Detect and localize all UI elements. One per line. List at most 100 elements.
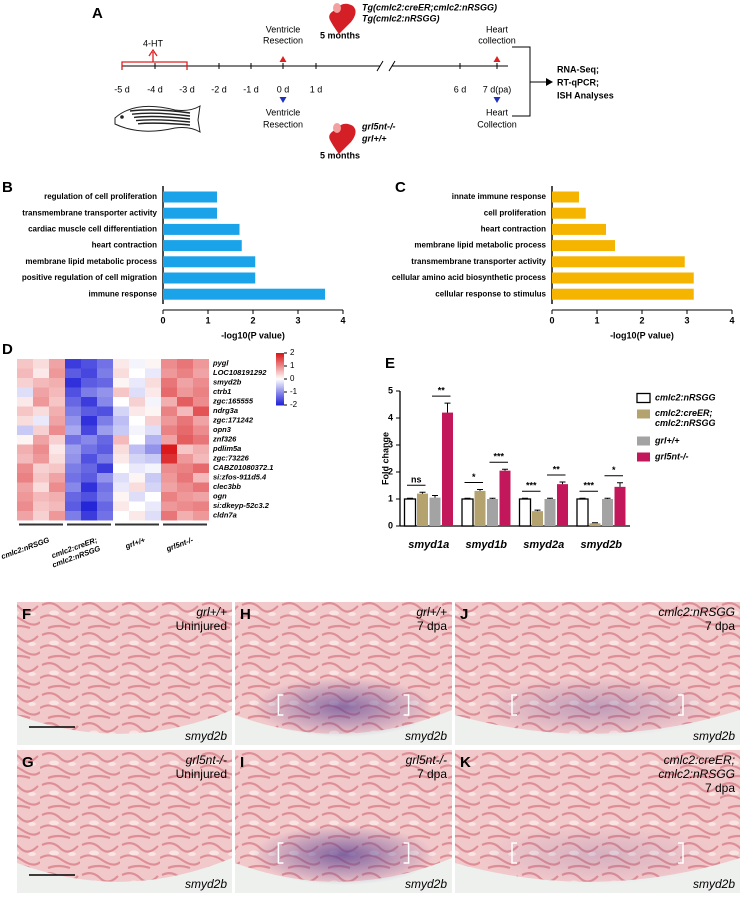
x-tick-label: 1 [205,315,210,325]
y-tick-label: 0 [388,520,393,530]
event-label: Collection [477,119,517,129]
heatmap-cell [17,435,33,445]
row-label: smyd2b [213,378,242,387]
heatmap-cell [81,425,97,435]
condition-label: cmlc2:nRSGG [658,605,735,619]
heatmap-cell [17,368,33,378]
stain-label: smyd2b [405,729,447,743]
heatmap-cell [97,435,113,445]
heatmap-cell [129,444,145,454]
heatmap-cell [193,482,209,492]
heatmap-cell [145,406,161,416]
bar [163,256,256,268]
heatmap-cell [193,501,209,511]
row-label: si:dkeyp-52c3.2 [213,501,270,510]
error-bar [522,497,528,499]
condition-label: 7 dpa [417,619,447,633]
group-label: grl5nt-/- [164,535,195,554]
condition-label: 7 dpa [417,767,447,781]
row-label: ndrg3a [213,406,238,415]
heart-icon [333,3,341,13]
heatmap-cell [129,416,145,426]
heatmap-cell [145,368,161,378]
category-label: transmembrane transporter activity [22,208,157,217]
stain [477,825,718,885]
heatmap-cell [17,416,33,426]
x-tick-label: 2 [250,315,255,325]
heatmap-cell [49,397,65,407]
lumen [455,710,740,745]
heatmap-cell [129,473,145,483]
legend-swatch [637,452,650,462]
bar [552,191,579,203]
heatmap-cell [33,416,49,426]
heatmap-cell [193,473,209,483]
heatmap-cell [65,378,81,388]
y-tick-label: 3 [388,439,393,449]
heatmap-cell [129,501,145,511]
x-tick-label: 4 [340,315,345,325]
heatmap-cell [17,444,33,454]
category-label: cell proliferation [484,208,546,217]
colorbar-label: 0 [290,374,295,383]
panel-letter: G [22,754,34,771]
heatmap-cell [113,397,129,407]
error-bar [477,489,483,491]
group-label: grl+/+ [123,535,147,551]
significance-label: ** [553,464,561,474]
event-label: Resection [263,119,303,129]
panel-letter: J [460,606,468,623]
stain-label: smyd2b [405,877,447,891]
stain [252,677,435,737]
heatmap-cell [65,473,81,483]
group-label: cmlc2:nRSGG [0,535,51,561]
bar [163,207,217,219]
condition-label: grl5nt-/- [186,753,227,767]
heatmap-cell [161,359,177,369]
error-bar [547,497,553,499]
category-label: smyd2a [523,539,564,551]
bar [557,484,568,526]
heatmap-cell [81,406,97,416]
bar [487,499,498,526]
heatmap-cell [65,501,81,511]
heatmap-cell [129,368,145,378]
heatmap-cell [177,378,193,388]
red-arrow [279,56,287,62]
heatmap-cell [145,435,161,445]
heatmap-cell [65,511,81,521]
heatmap-cell [97,378,113,388]
heatmap-cell [49,425,65,435]
heatmap-cell [81,473,97,483]
heatmap-cell [193,406,209,416]
heatmap-cell [33,501,49,511]
heatmap-cell [65,454,81,464]
colorbar-step [276,388,284,390]
fish-stripe [135,119,191,123]
heatmap-cell [97,387,113,397]
colorbar-step [276,397,284,399]
bar [552,272,694,284]
bar [163,272,256,284]
heatmap-cell [17,482,33,492]
stain [477,677,718,737]
heatmap-cell [145,454,161,464]
timeline-label: 1 d [310,84,323,94]
heatmap-cell [161,501,177,511]
category-label: cellular amino acid biosynthetic process [392,273,547,282]
heatmap-cell [97,511,113,521]
error-bar [592,522,598,524]
heatmap-cell [33,387,49,397]
event-label: Resection [263,35,303,45]
heatmap-cell [97,425,113,435]
heatmap-cell [177,425,193,435]
heatmap-cell [145,463,161,473]
row-label: si:zfos-911d5.4 [213,473,267,482]
heatmap-cell [49,416,65,426]
colorbar-step [276,364,284,367]
significance-label: ns [411,475,422,485]
bar [442,412,453,526]
treatment-bracket [121,61,188,70]
heatmap-cell [33,511,49,521]
